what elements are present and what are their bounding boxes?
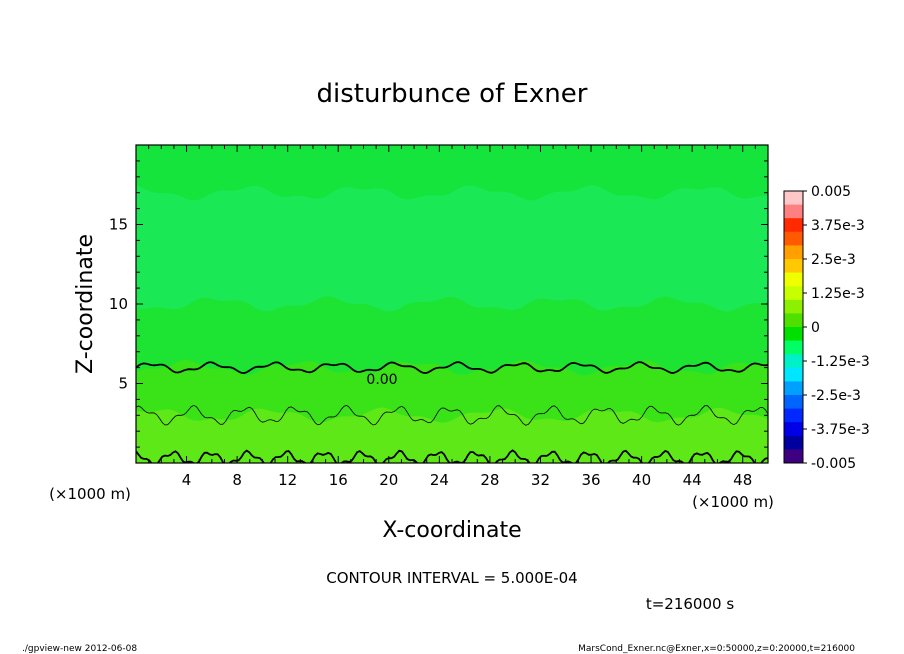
x-unit-right: (×1000 m)	[692, 493, 774, 511]
contour-line-2	[136, 449, 768, 463]
colorbar-swatch	[784, 381, 803, 396]
colorbar-swatch	[784, 286, 803, 301]
x-tick-label: 24	[430, 471, 449, 489]
y-tick-label: 10	[109, 295, 128, 313]
colorbar-swatch	[784, 245, 803, 260]
colorbar-swatch	[784, 395, 803, 410]
colorbar-swatch	[784, 313, 803, 328]
time-text: t=216000 s	[646, 595, 734, 613]
colorbar	[783, 190, 804, 464]
colorbar-label: 1.25e-3	[811, 286, 865, 302]
colorbar-swatch	[784, 259, 803, 274]
colorbar-swatch	[784, 354, 803, 369]
colorbar-label: 0	[811, 320, 820, 336]
colorbar-label: 3.75e-3	[811, 218, 865, 234]
colorbar-swatch	[784, 272, 803, 287]
colorbar-label: -2.5e-3	[811, 388, 861, 404]
contour-line-0	[136, 361, 768, 375]
shading-bands	[136, 145, 768, 463]
chart-title: disturbunce of Exner	[317, 79, 588, 109]
footer-left: ./gpview-new 2012-06-08	[22, 644, 137, 654]
x-tick-label: 4	[182, 471, 192, 489]
contour-interval-text: CONTOUR INTERVAL = 5.000E-04	[326, 569, 577, 587]
colorbar-label: -3.75e-3	[811, 422, 870, 438]
y-tick-label: 5	[118, 375, 128, 393]
x-axis-ticks: 4 8 12 16 20 24 28 32 36 40 44 48	[148, 145, 756, 489]
colorbar-swatch	[784, 422, 803, 437]
y-axis-ticks: 5 10 15	[109, 160, 768, 448]
x-tick-label: 48	[733, 471, 752, 489]
x-axis-label: X-coordinate	[382, 518, 521, 543]
contour-line-1	[136, 404, 768, 426]
x-tick-label: 16	[329, 471, 348, 489]
y-axis-label: Z-coordinate	[73, 234, 98, 374]
y-tick-label: 15	[109, 216, 128, 234]
colorbar-swatch	[784, 435, 803, 450]
colorbar-swatch	[784, 204, 803, 219]
colorbar-label: 0.005	[811, 184, 851, 200]
colorbar-swatch	[784, 218, 803, 233]
colorbar-swatch	[784, 340, 803, 355]
plot-area	[136, 145, 768, 463]
colorbar-swatch	[784, 449, 803, 464]
colorbar-swatch	[784, 231, 803, 246]
contour-lines	[136, 361, 768, 463]
x-tick-label: 32	[531, 471, 550, 489]
x-tick-label: 20	[379, 471, 398, 489]
colorbar-swatch	[784, 299, 803, 314]
colorbar-swatch	[784, 408, 803, 423]
band-4	[136, 407, 768, 463]
colorbar-swatch	[784, 327, 803, 342]
footer-right: MarsCond_Exner.nc@Exner,x=0:50000,z=0:20…	[578, 644, 855, 654]
x-tick-label: 12	[278, 471, 297, 489]
x-tick-label: 44	[683, 471, 702, 489]
colorbar-label: -0.005	[811, 456, 856, 472]
colorbar-label: -1.25e-3	[811, 354, 870, 370]
colorbar-swatch	[784, 367, 803, 382]
x-unit-left: (×1000 m)	[49, 485, 131, 503]
x-tick-label: 28	[480, 471, 499, 489]
colorbar-labels: 0.005 3.75e-3 2.5e-3 1.25e-3 0 -1.25e-3 -2.5e-…	[803, 184, 870, 472]
x-tick-label: 40	[632, 471, 651, 489]
colorbar-label: 2.5e-3	[811, 252, 856, 268]
contour-label-0: 0.00	[366, 372, 397, 388]
x-tick-label: 8	[232, 471, 242, 489]
x-tick-label: 36	[581, 471, 600, 489]
colorbar-swatch	[784, 191, 803, 206]
